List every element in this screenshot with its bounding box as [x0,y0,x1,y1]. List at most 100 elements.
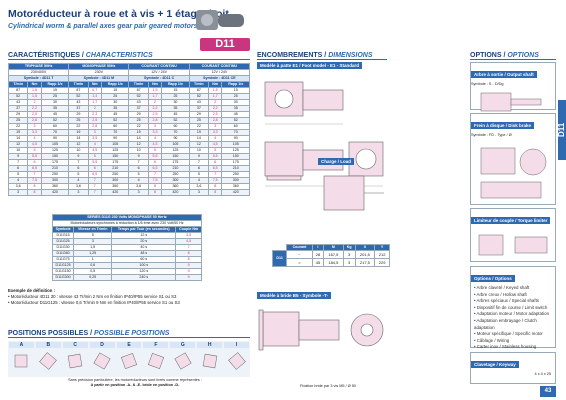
position: H [196,341,223,377]
positions-note: Sans précision particulière, les motoréd… [40,378,230,388]
section-heading: ENCOMBREMENTS / DIMENSIONS [257,52,387,60]
icon-body [120,352,137,370]
option-list: Options / Options • Arbre claveté / Keye… [470,266,556,350]
foot-drawing [264,81,384,187]
icon-body [67,353,83,369]
icon-body [174,352,192,370]
cell: 167,5 [322,250,344,259]
position-letter: C [62,342,88,348]
label: Limiteur de couple / Torque limiter [471,217,551,224]
heading: POSITIONS POSSIBLES [8,330,89,337]
heading-en: POSSIBLE POSITIONS [93,330,170,337]
cell: 8 [147,189,163,196]
cell: 3 [188,189,209,196]
cell: 8 [27,189,42,196]
option-item: • Arbre creux / Hollow shaft [474,291,527,297]
flange-drawing [258,309,384,351]
corner [272,244,287,251]
position: E [116,341,143,377]
label: Options / Options [471,275,515,282]
cell: 240 s [111,274,177,281]
column-header: Vitesse en Tr/min [73,226,113,233]
cell: 201,5 [354,250,376,259]
cell: D11G300 [51,274,75,281]
data-row: 3 8 420 3 7 420 3 8 420 3 8 420 [7,189,250,196]
icon-body [93,352,111,370]
position: B [35,341,62,377]
label: Charge / Load [318,158,355,165]
cell: 8 [207,189,223,196]
cell: 3 [342,258,356,267]
position-letter: I [224,342,249,348]
header-row: T/min Nm Rapp 1/x T/min Nm Rapp 1/x T/min Nm Rap… [7,81,250,88]
keyway-size: 4 x 4 x 25 [534,372,551,376]
position: I [223,341,250,377]
heading: OPTIONS [470,52,502,59]
cell: 217,5 [354,258,376,267]
data-row: 4 7,5 300 4 7 300 4 7,5 300 4 7,5 300 [7,177,250,184]
position-icon [67,353,83,369]
brake-drawing [480,147,547,199]
cell: 3 [342,250,356,259]
option-item: • Moteur spécifique / Specific motor [474,331,543,337]
cell: 229 [374,258,390,267]
table: Courant I M Kg X Y D11 ~28 167,5 3 201,5 212 = 45 184,… [271,244,390,267]
cell: 9 [175,274,202,281]
cell: ~ [286,250,313,259]
cell: 28 [311,250,324,259]
position-icon [202,353,217,369]
heading-en: DIMENSIONS [328,52,373,59]
section-heading: CARACTÉRISTIQUES / CHARACTERISTICS [8,52,250,60]
column-header: Symbole [51,226,75,233]
label: Frein à disque / Disk brake [471,122,535,129]
data-row: 5 7 250 5 6,5 250 5 7 250 5 7 250 [7,171,250,178]
position-icon [227,352,246,370]
label: Modèle à bride B5 - Symbole -T- [257,292,332,299]
cell: 0,25 [73,274,113,281]
note-row: Motoréducteurs synchrones à réduction à … [52,220,202,227]
note2: A partir en position -A- & -E- bride en … [90,383,180,387]
cell: 3 [7,189,29,196]
position: F [142,341,169,377]
header-row: Courant I M Kg X Y [272,244,390,251]
column-header: Couple Nm [175,226,202,233]
characteristics-table: TRIPHASE 50Hz MONOPHASE 50Hz COURANT CONTI… [7,63,251,196]
position-icon [147,352,164,370]
heading: ENCOMBREMENTS [257,52,323,59]
note: Sans précision particulière, les motoréd… [68,378,202,382]
flange-note: Fixation bride par 3 vis M5 / Ø 50 [300,384,356,388]
position-icon [93,352,111,370]
data-row: 12 4,5 105 12 4 105 12 4,5 105 12 4,5 105 [7,141,250,148]
cell: 212 [374,250,390,259]
data-row: = 45 184,5 3 217,5 229 [273,258,390,267]
page-number: 43 [540,386,556,397]
option-item: • Dispositif fin de course / Limit switc… [474,304,548,310]
data-row: D11 ~28 167,5 3 201,5 212 [271,250,390,267]
shaft-drawing [480,92,542,112]
cell: 420 [221,189,250,196]
cell: 420 [100,189,130,196]
position: D [89,341,116,377]
option-item: • Adaptation embrayage / Clutch adaptati… [474,317,537,330]
series-table: SERIES D11G 230 Volts MONOPHASE 50 Hertz… [51,214,202,281]
example-heading: Exemple de définition : [8,288,56,293]
side-tab: D11 [557,100,566,160]
load-drawing [323,175,384,211]
option-item: • Carter inox / Stainless housing [474,344,537,350]
position-icon [120,352,137,370]
position-icon [15,354,28,368]
option-box: Frein à disque / Disk brake Symbole : FD… [470,113,556,205]
option-item: • Adaptation moteur / Motor adaptation [474,311,550,317]
cell: D11G150 [51,268,75,275]
cell: = [286,258,313,267]
cell: 3 [128,189,149,196]
model-badge: D11 [200,38,250,51]
icon-body [15,354,28,368]
section-heading: POSITIONS POSSIBLES / POSSIBLE POSITIONS [8,330,250,338]
section-heading: OPTIONS / OPTIONS [470,52,556,60]
column-header: Temps par Tour (en secondes) [111,226,177,233]
icon-body [202,353,217,369]
